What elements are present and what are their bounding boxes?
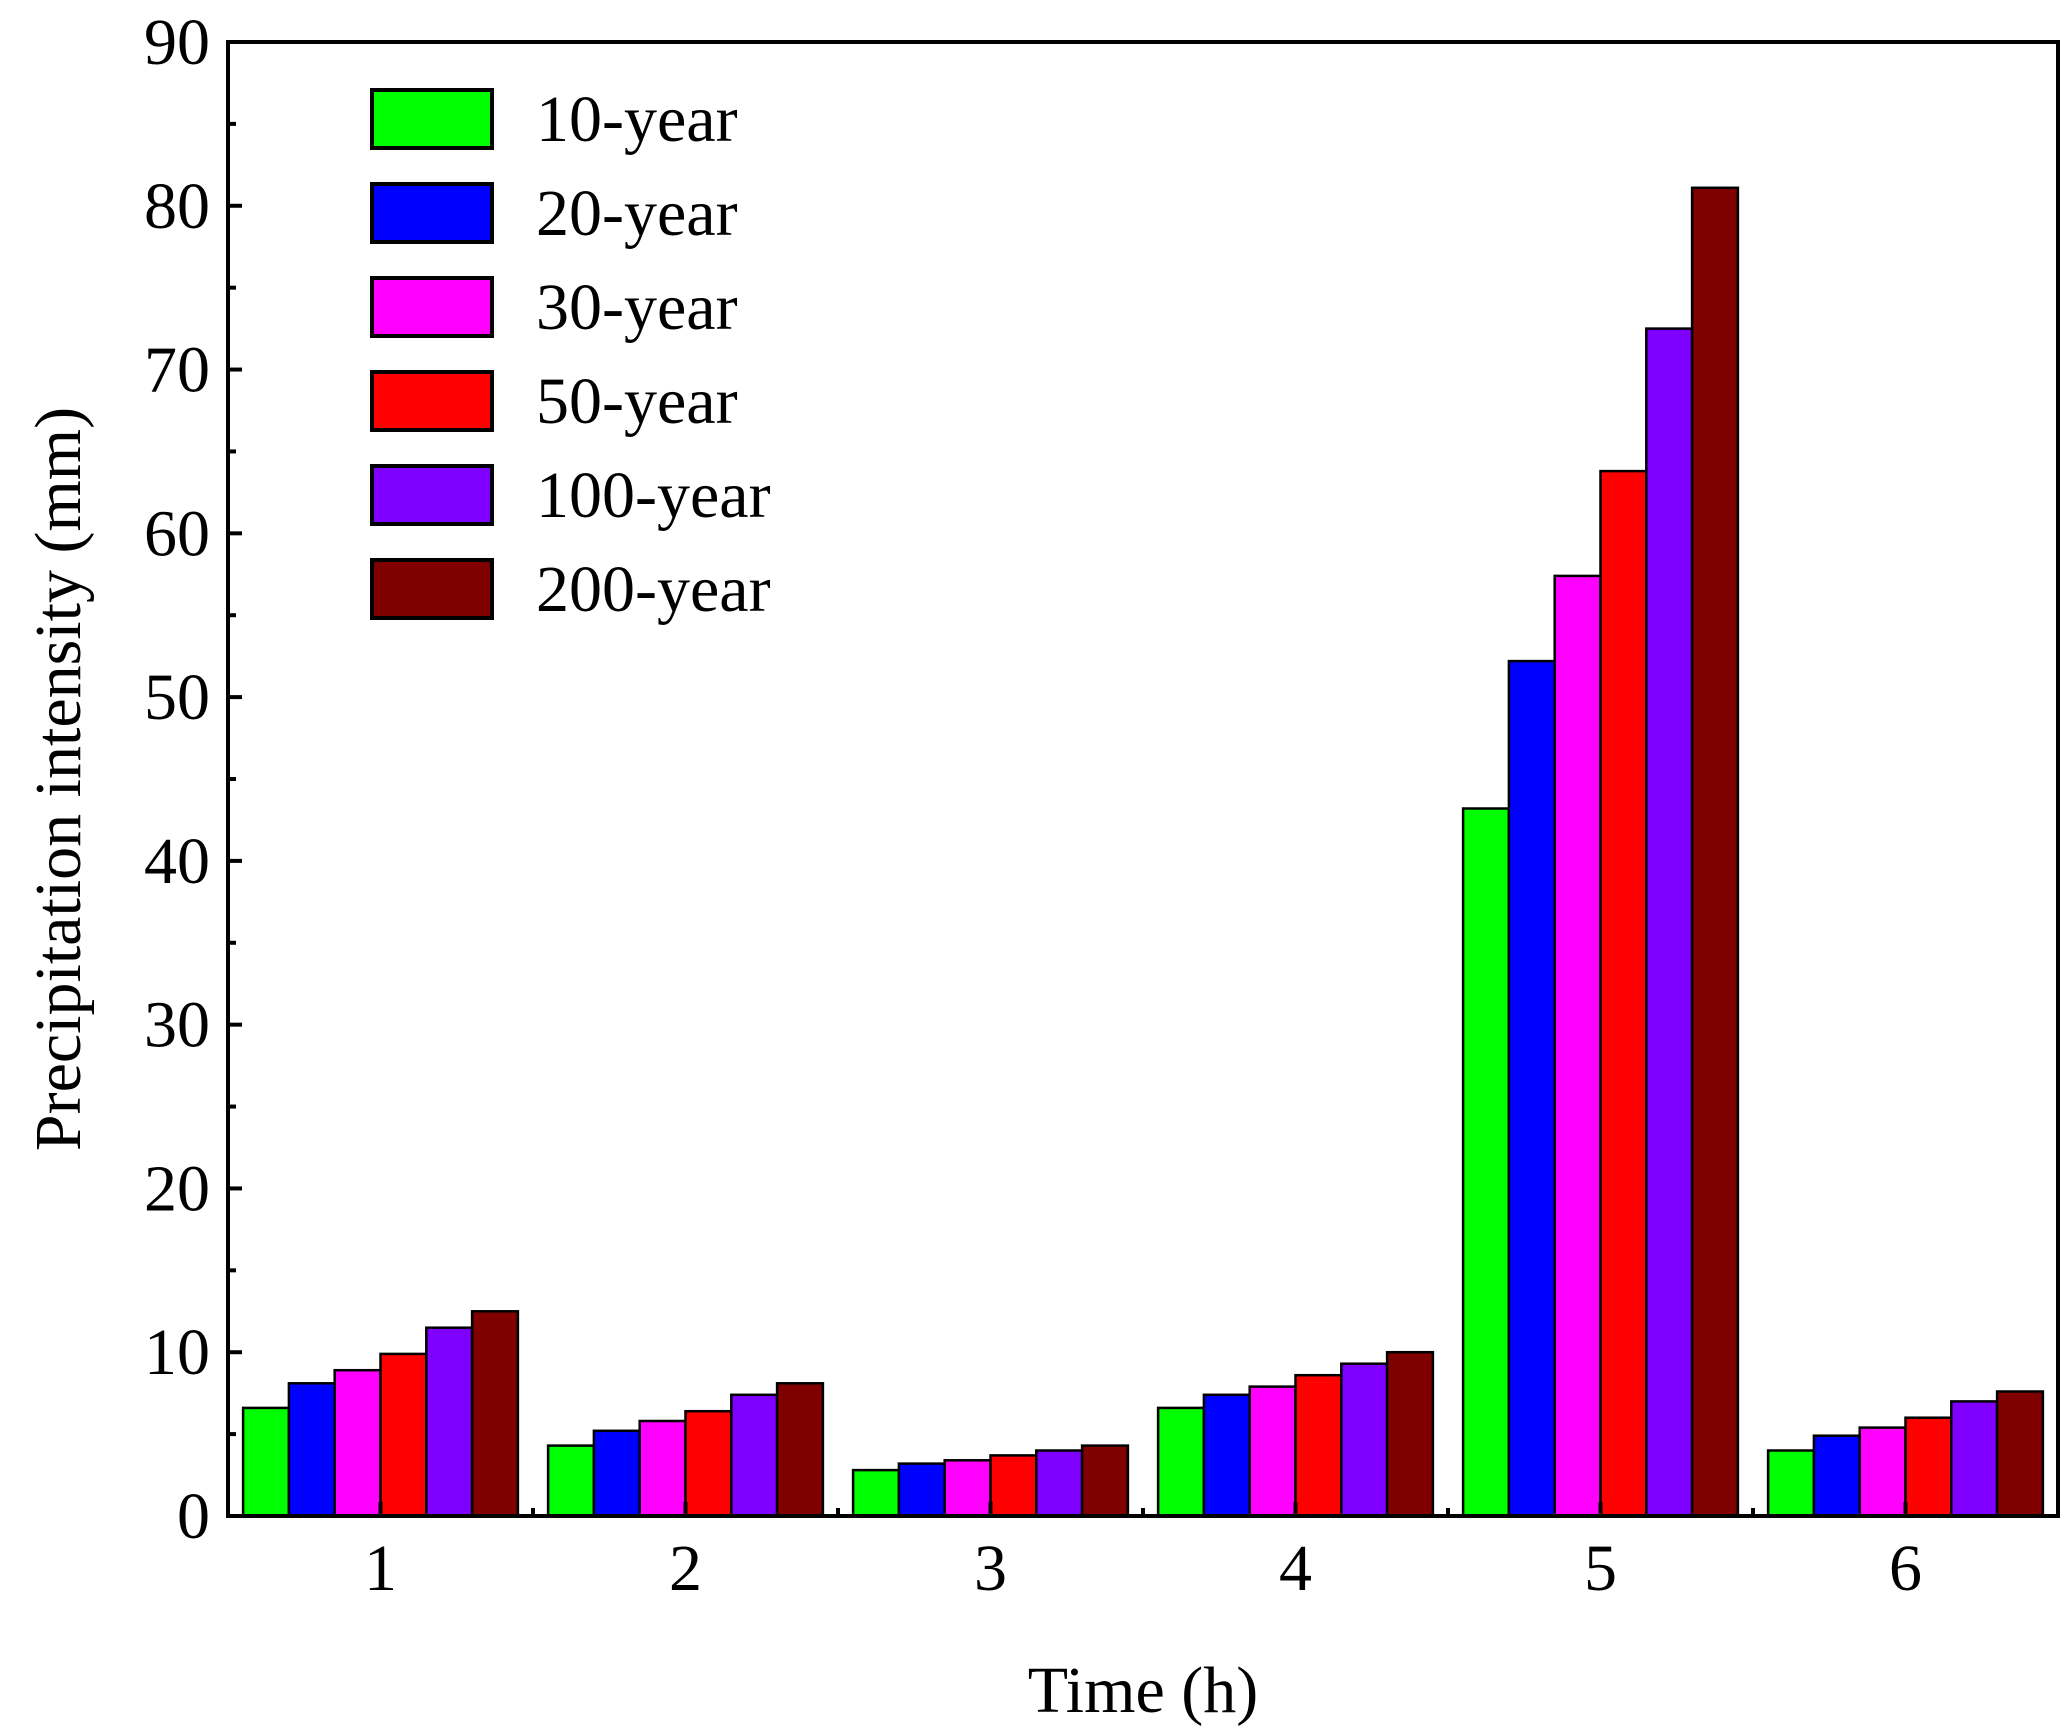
y-tick-label: 40 <box>144 825 210 898</box>
x-tick-label: 1 <box>364 1532 397 1605</box>
bar-10-year-t2 <box>546 1444 596 1518</box>
bars-layer <box>241 186 2045 1518</box>
bar-20-year-t4 <box>1202 1393 1251 1518</box>
bar-20-year-t6 <box>1812 1434 1861 1518</box>
bar-30-year-t2 <box>638 1419 687 1518</box>
y-tick-label: 20 <box>144 1152 210 1225</box>
bar-20-year-t1 <box>287 1382 336 1518</box>
legend-label-30-year: 30-year <box>536 271 738 344</box>
bar-10-year-t3 <box>851 1468 901 1518</box>
bar-20-year-t5 <box>1507 659 1556 1518</box>
bar-50-year-t2 <box>684 1409 733 1518</box>
x-tick-label: 5 <box>1584 1532 1617 1605</box>
bar-20-year-t2 <box>592 1429 641 1518</box>
bar-10-year-t4 <box>1156 1406 1206 1518</box>
legend-swatch-100-year <box>370 464 494 526</box>
legend-swatch-10-year <box>370 88 494 150</box>
bar-200-year-t6 <box>1995 1390 2045 1518</box>
x-tick-label: 4 <box>1279 1532 1312 1605</box>
x-tick-label: 2 <box>669 1532 702 1605</box>
y-tick-label: 50 <box>144 661 210 734</box>
bar-50-year-t5 <box>1599 469 1648 1518</box>
bar-200-year-t1 <box>470 1310 520 1518</box>
plot-frame <box>226 40 2060 1518</box>
legend-label-50-year: 50-year <box>536 365 738 438</box>
bar-30-year-t3 <box>943 1459 992 1518</box>
bar-30-year-t5 <box>1553 574 1602 1518</box>
legend-swatch-20-year <box>370 182 494 244</box>
legend-swatch-200-year <box>370 558 494 620</box>
y-tick-label: 90 <box>144 6 210 79</box>
y-tick-label: 80 <box>144 170 210 243</box>
bar-20-year-t3 <box>897 1462 946 1518</box>
legend-label-20-year: 20-year <box>536 177 738 250</box>
legend-label-10-year: 10-year <box>536 83 738 156</box>
bar-100-year-t2 <box>730 1393 779 1518</box>
bar-50-year-t1 <box>379 1352 428 1518</box>
bar-100-year-t4 <box>1340 1362 1389 1518</box>
bar-10-year-t1 <box>241 1406 291 1518</box>
legend: 10-year 20-year 30-year 50-year 100-year 200-… <box>370 83 771 626</box>
legend-label-100-year: 100-year <box>536 459 771 532</box>
bar-100-year-t5 <box>1645 327 1694 1518</box>
y-axis: 0 10 20 30 40 50 60 70 80 90 <box>144 6 242 1553</box>
bar-200-year-t4 <box>1385 1350 1435 1518</box>
bar-10-year-t5 <box>1461 807 1511 1518</box>
bar-50-year-t6 <box>1904 1416 1953 1518</box>
bar-200-year-t3 <box>1080 1444 1130 1518</box>
bar-200-year-t5 <box>1690 186 1740 1518</box>
y-tick-label: 60 <box>144 497 210 570</box>
x-axis: 1 2 3 4 5 6 <box>364 1502 1922 1605</box>
legend-swatch-50-year <box>370 370 494 432</box>
bar-200-year-t2 <box>775 1382 825 1518</box>
bar-100-year-t6 <box>1950 1400 1999 1518</box>
y-tick-label: 30 <box>144 989 210 1062</box>
x-tick-label: 6 <box>1889 1532 1922 1605</box>
y-axis-title: Precipitation intensity (mm) <box>22 407 95 1151</box>
x-tick-label: 3 <box>974 1532 1007 1605</box>
y-tick-label: 10 <box>144 1316 210 1389</box>
bar-100-year-t1 <box>425 1326 474 1518</box>
bar-10-year-t6 <box>1766 1449 1816 1518</box>
y-tick-label: 70 <box>144 334 210 407</box>
y-tick-label: 0 <box>177 1480 210 1553</box>
bar-100-year-t3 <box>1035 1449 1084 1518</box>
bar-30-year-t6 <box>1858 1426 1907 1518</box>
bar-30-year-t1 <box>333 1368 382 1518</box>
x-axis-title: Time (h) <box>1028 1654 1258 1727</box>
bar-30-year-t4 <box>1248 1385 1297 1518</box>
legend-label-200-year: 200-year <box>536 553 771 626</box>
bar-50-year-t3 <box>989 1454 1038 1518</box>
legend-swatch-30-year <box>370 276 494 338</box>
bar-50-year-t4 <box>1294 1373 1343 1518</box>
